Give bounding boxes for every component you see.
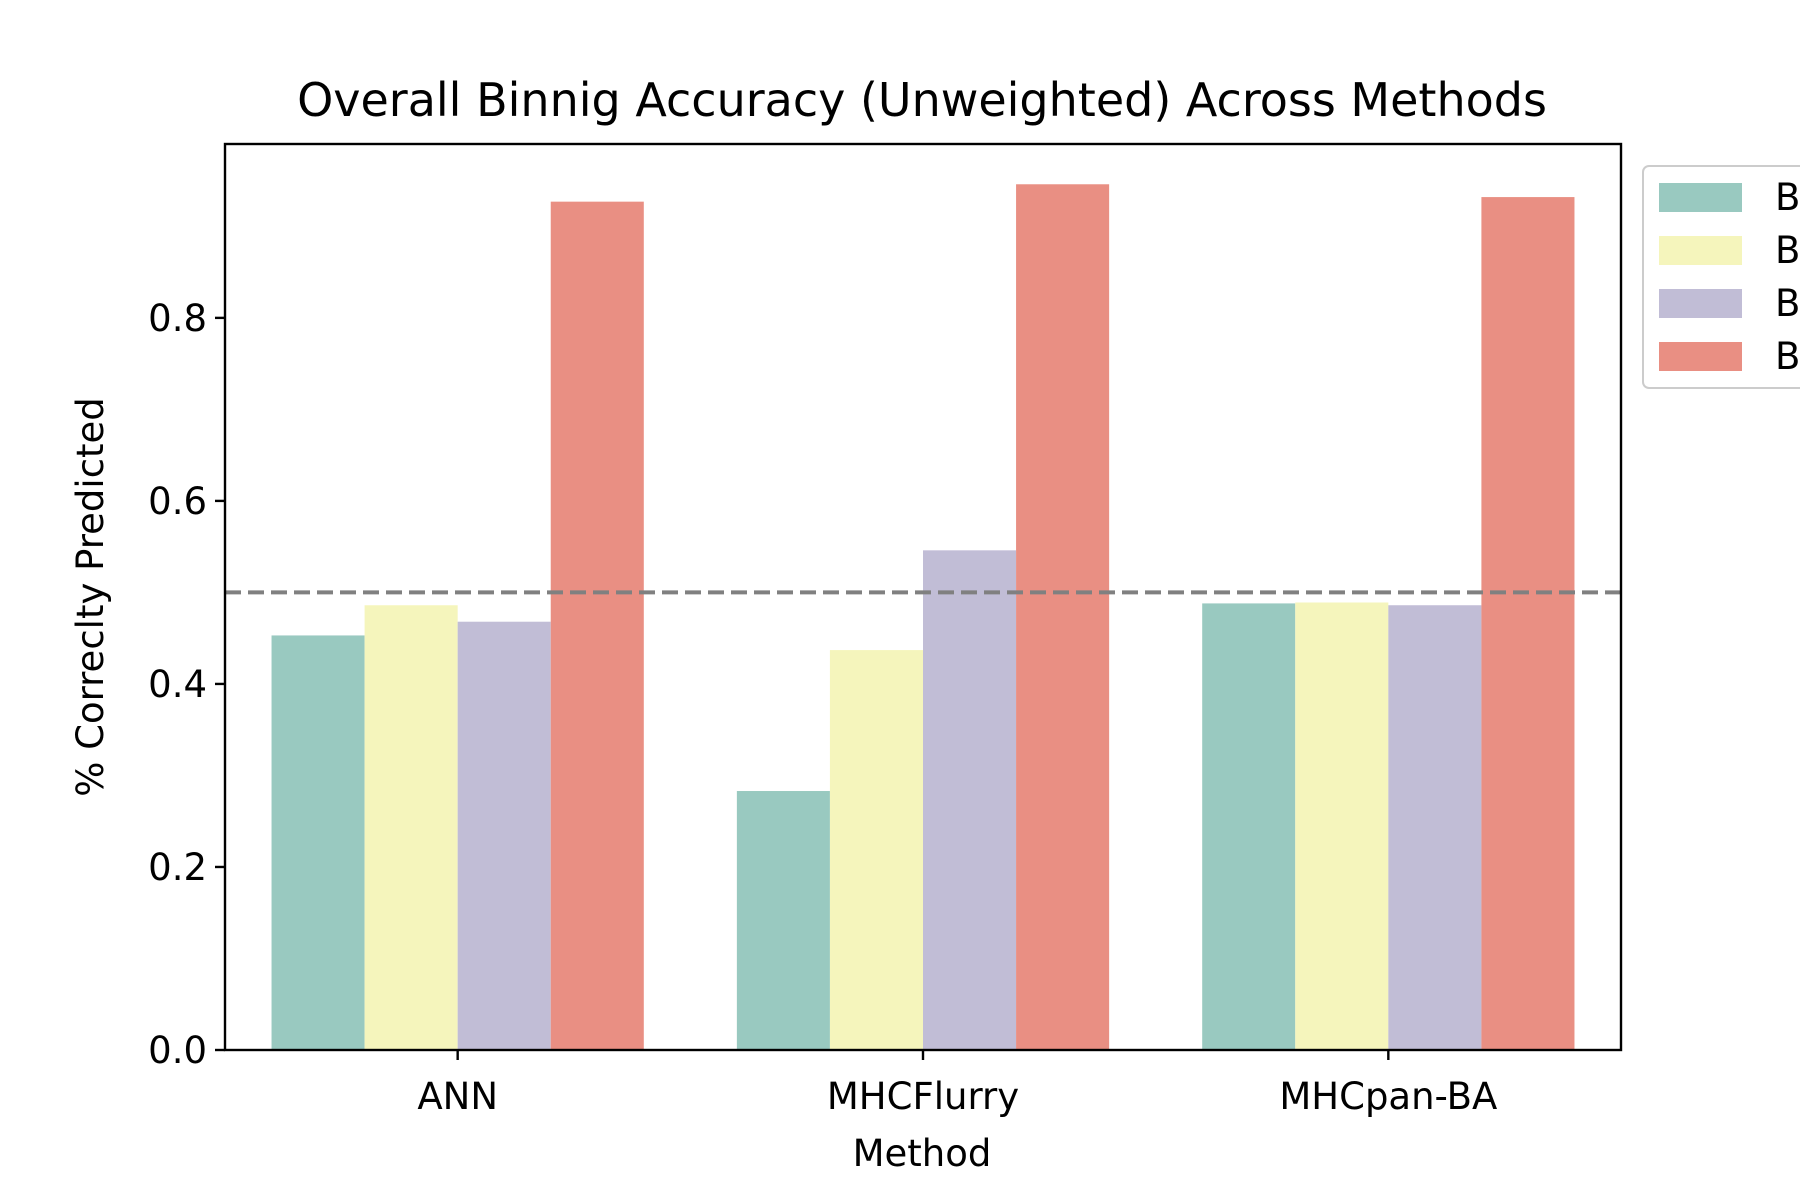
legend-swatch [1659, 342, 1742, 371]
bar-mhcflurry-series-3 [923, 550, 1017, 1050]
x-axis: ANN MHCFlurry MHCpan-BA [417, 1050, 1497, 1118]
x-tick-label: MHCFlurry [827, 1075, 1019, 1118]
bar-mhcflurry-series-2 [829, 650, 923, 1050]
legend-box [1642, 165, 1800, 389]
bar-mhcflurry-series-4 [1016, 184, 1110, 1050]
y-tick-label: 0.2 [148, 846, 207, 889]
y-tick-label: 0.8 [148, 297, 207, 340]
legend-swatch [1659, 236, 1742, 265]
y-tick-label: 0.6 [148, 480, 207, 523]
x-axis-label: Method [853, 1132, 992, 1175]
x-tick-label: MHCpan-BA [1279, 1075, 1497, 1118]
bar-mhcpan-ba-series-2 [1295, 602, 1389, 1050]
bar-mhcflurry-series-1 [736, 791, 830, 1050]
bar-ann-series-2 [364, 605, 458, 1050]
legend-label: B [1775, 335, 1800, 378]
y-tick-label: 0.0 [148, 1029, 207, 1072]
bar-ann-series-4 [550, 201, 644, 1050]
y-axis: 0.0 0.2 0.4 0.6 0.8 [148, 297, 225, 1072]
bar-mhcpan-ba-series-1 [1202, 603, 1296, 1050]
bar-mhcpan-ba-series-3 [1388, 605, 1482, 1050]
legend-label: B [1775, 229, 1800, 272]
y-axis-label: % Correclty Predicted [69, 397, 112, 797]
bar-mhcpan-ba-series-4 [1481, 197, 1575, 1050]
bar-ann-series-1 [271, 635, 365, 1050]
bars-layer [271, 184, 1575, 1050]
legend-label: B [1775, 282, 1800, 325]
legend-swatch [1659, 289, 1742, 318]
legend-swatch [1659, 183, 1742, 212]
chart-title: Overall Binnig Accuracy (Unweighted) Acr… [297, 73, 1547, 127]
x-tick-label: ANN [417, 1075, 498, 1118]
y-tick-label: 0.4 [148, 663, 207, 706]
bar-ann-series-3 [457, 621, 551, 1050]
legend-label: B [1775, 176, 1800, 219]
